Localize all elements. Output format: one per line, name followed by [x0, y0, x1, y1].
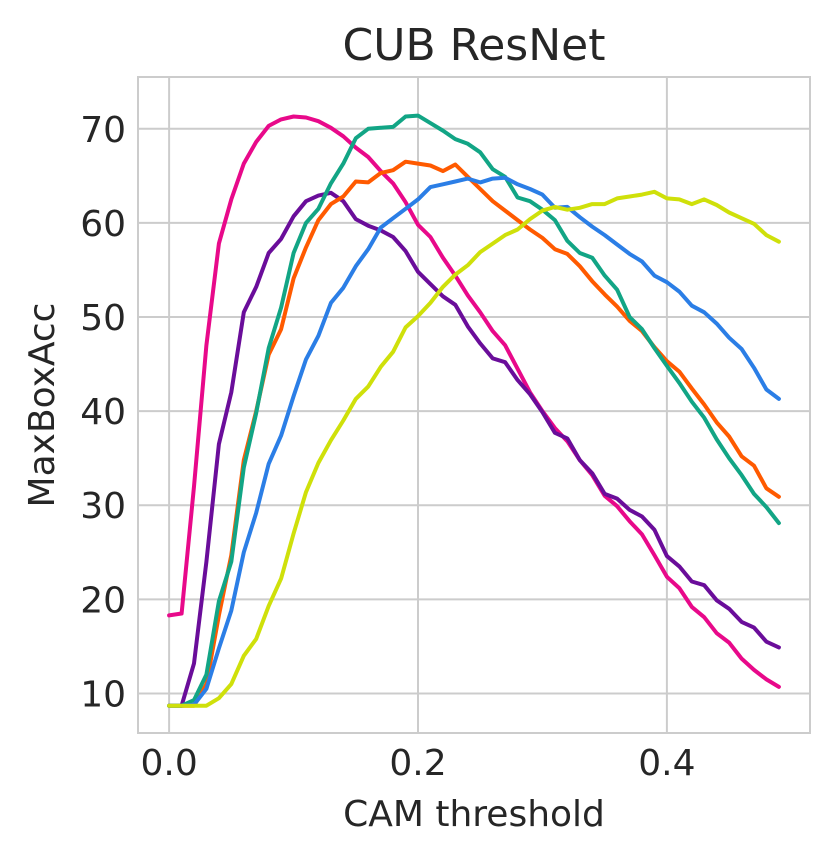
x-axis-label: CAM threshold: [343, 794, 605, 835]
y-tick-label: 20: [80, 580, 126, 621]
series-line-5: [167, 175, 781, 708]
y-tick-label: 10: [80, 674, 126, 715]
grid-lines: [138, 77, 810, 733]
series-line-3: [167, 159, 781, 708]
plot-frame: [137, 76, 811, 734]
y-tick-label: 50: [80, 298, 126, 339]
series-line-2: [167, 190, 781, 708]
y-tick-label: 60: [80, 204, 126, 245]
y-axis-label: MaxBoxAcc: [22, 303, 63, 508]
series-line-6: [167, 189, 781, 708]
y-tick-label: 30: [80, 486, 126, 527]
series-line-4: [167, 113, 781, 708]
x-tick-label: 0.0: [140, 743, 197, 784]
y-tick-label: 70: [80, 110, 126, 151]
x-tick-label: 0.4: [638, 743, 695, 784]
chart-title: CUB ResNet: [343, 20, 606, 71]
y-tick-label: 40: [80, 392, 126, 433]
series-line-1: [167, 114, 781, 689]
plot-series: [167, 113, 781, 708]
x-tick-label: 0.2: [389, 743, 446, 784]
y-axis-ticks: 10 20 30 40 50 60 70: [80, 110, 126, 716]
x-axis-ticks: 0.0 0.2 0.4: [140, 743, 695, 784]
